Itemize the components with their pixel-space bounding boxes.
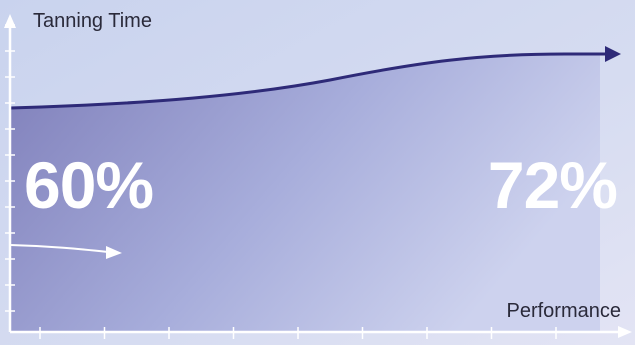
small-arrow xyxy=(9,244,109,253)
x-axis-ticks xyxy=(39,327,557,339)
x-axis-arrowhead xyxy=(618,326,632,338)
trend-curve xyxy=(9,52,605,110)
y-axis-ticks xyxy=(5,24,15,312)
x-axis-label: Performance xyxy=(506,300,622,322)
end-value-label: 72% xyxy=(487,148,618,222)
area-fill xyxy=(10,54,600,332)
trend-curve-arrowhead xyxy=(605,46,621,62)
small-arrow-head xyxy=(106,246,122,259)
start-value-label: 60% xyxy=(24,148,154,222)
y-axis-label: Tanning Time xyxy=(33,10,152,32)
